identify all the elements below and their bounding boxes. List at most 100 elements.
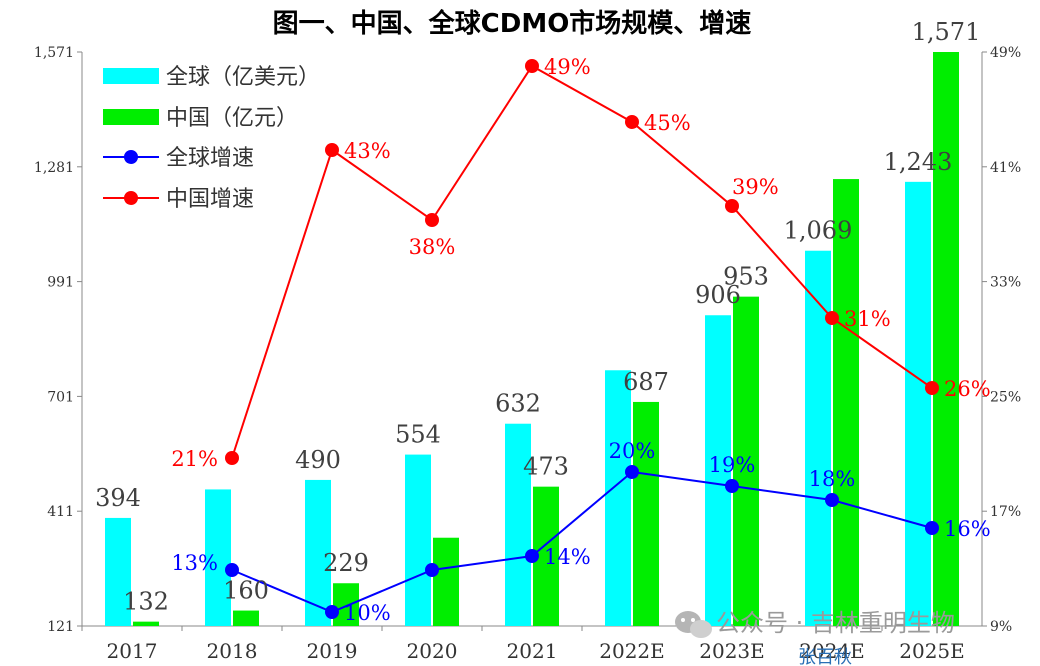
bar-china — [433, 537, 459, 626]
point-global-growth — [725, 479, 739, 493]
tick-label-right: 17% — [990, 504, 1021, 520]
bar-value-label: 473 — [523, 453, 569, 481]
growth-value-label: 16% — [944, 517, 991, 541]
tick-label-right: 41% — [990, 160, 1021, 176]
line-global-growth — [231, 470, 933, 614]
point-china-growth — [225, 451, 239, 465]
point-china-growth — [325, 143, 339, 157]
bar-china — [833, 179, 859, 627]
tick-label-x: 2023E — [699, 639, 765, 663]
legend-marker — [124, 191, 138, 205]
tick-label-right: 33% — [990, 275, 1021, 291]
point-global-growth — [825, 493, 839, 507]
tick-label-right: 25% — [990, 389, 1021, 405]
growth-value-label: 49% — [544, 55, 591, 79]
bar-global — [405, 454, 431, 626]
watermark: 公众号 · 吉林重明生物 张百秋 — [675, 609, 955, 666]
bars — [105, 52, 959, 627]
bar-china — [333, 583, 359, 626]
growth-value-label: 20% — [609, 439, 656, 463]
point-china-growth — [725, 199, 739, 213]
growth-value-label: 10% — [344, 601, 391, 625]
tick-label-left: 701 — [47, 389, 74, 405]
bar-global — [505, 423, 531, 626]
bar-value-label: 490 — [295, 446, 341, 474]
line-china-growth — [231, 64, 933, 459]
growth-value-label: 21% — [171, 447, 218, 471]
point-china-growth — [525, 59, 539, 73]
bar-china — [733, 296, 759, 626]
point-china-growth — [925, 381, 939, 395]
growth-value-label: 39% — [732, 175, 779, 199]
data-labels: 394 490 554 632 906 1,069 1,243 132 160 229 473 687… — [95, 18, 991, 625]
tick-label-x: 2017 — [107, 639, 158, 663]
point-global-growth — [925, 521, 939, 535]
growth-value-label: 18% — [809, 467, 856, 491]
tick-label-x: 2025E — [899, 639, 965, 663]
axes: 121 411 701 991 1,281 1,571 9% 17% 25% 33% 41% 49% 2… — [34, 45, 1021, 663]
bar-global — [705, 315, 731, 626]
bar-china — [633, 401, 659, 626]
bar-value-label: 229 — [323, 549, 369, 577]
bar-global — [805, 250, 831, 626]
bar-value-label: 160 — [223, 577, 269, 605]
tick-label-left: 411 — [47, 504, 74, 520]
point-china-growth — [825, 311, 839, 325]
tick-label-left: 991 — [47, 275, 74, 291]
wechat-icon — [675, 611, 712, 638]
bar-value-label: 132 — [123, 588, 169, 616]
bar-global — [905, 181, 931, 626]
watermark-text: 公众号 · 吉林重明生物 — [716, 609, 955, 637]
growth-value-label: 38% — [409, 235, 456, 259]
author-signature: 张百秋 — [798, 647, 852, 666]
point-global-growth — [325, 605, 339, 619]
growth-value-label: 13% — [171, 551, 218, 575]
bar-china — [233, 610, 259, 626]
bar-value-label: 1,571 — [912, 18, 981, 46]
tick-label-x: 2020 — [407, 639, 458, 663]
bar-global — [605, 370, 631, 626]
bar-value-label: 394 — [95, 484, 141, 512]
tick-label-x: 2024E — [799, 639, 865, 663]
point-global-growth — [225, 563, 239, 577]
bar-value-label: 687 — [623, 368, 669, 396]
bar-value-label: 554 — [395, 421, 441, 449]
growth-value-label: 43% — [344, 139, 391, 163]
bar-global — [105, 517, 131, 626]
bar-value-label: 906 — [695, 281, 741, 309]
tick-label-right: 49% — [990, 45, 1021, 61]
point-china-growth — [425, 213, 439, 227]
lines — [225, 59, 939, 619]
tick-label-left: 1,571 — [34, 45, 74, 61]
tick-label-left: 1,281 — [34, 160, 74, 176]
point-global-growth — [625, 465, 639, 479]
legend-swatch — [103, 68, 159, 84]
tick-label-left: 121 — [47, 619, 74, 635]
bar-value-label: 632 — [495, 390, 541, 418]
tick-label-x: 2018 — [207, 639, 258, 663]
legend-label: 全球（亿美元） — [166, 65, 320, 90]
point-global-growth — [425, 563, 439, 577]
growth-value-label: 45% — [644, 111, 691, 135]
legend-label: 全球增速 — [166, 146, 254, 171]
growth-value-label: 26% — [944, 377, 991, 401]
legend-marker — [124, 150, 138, 164]
point-global-growth — [525, 549, 539, 563]
legend-label: 中国增速 — [166, 187, 254, 212]
tick-label-right: 9% — [990, 619, 1012, 635]
bar-value-label: 1,069 — [784, 217, 853, 245]
bar-value-label: 953 — [723, 263, 769, 291]
tick-label-x: 2021 — [507, 639, 558, 663]
growth-value-label: 14% — [544, 545, 591, 569]
bar-global — [205, 489, 231, 626]
bar-value-label: 1,243 — [884, 148, 953, 176]
legend-swatch — [103, 109, 159, 125]
tick-label-x: 2022E — [599, 639, 665, 663]
growth-value-label: 19% — [709, 453, 756, 477]
point-china-growth — [625, 115, 639, 129]
tick-label-x: 2019 — [307, 639, 358, 663]
chart-title: 图一、中国、全球CDMO市场规模、增速 — [273, 8, 752, 39]
growth-value-label: 31% — [844, 307, 891, 331]
